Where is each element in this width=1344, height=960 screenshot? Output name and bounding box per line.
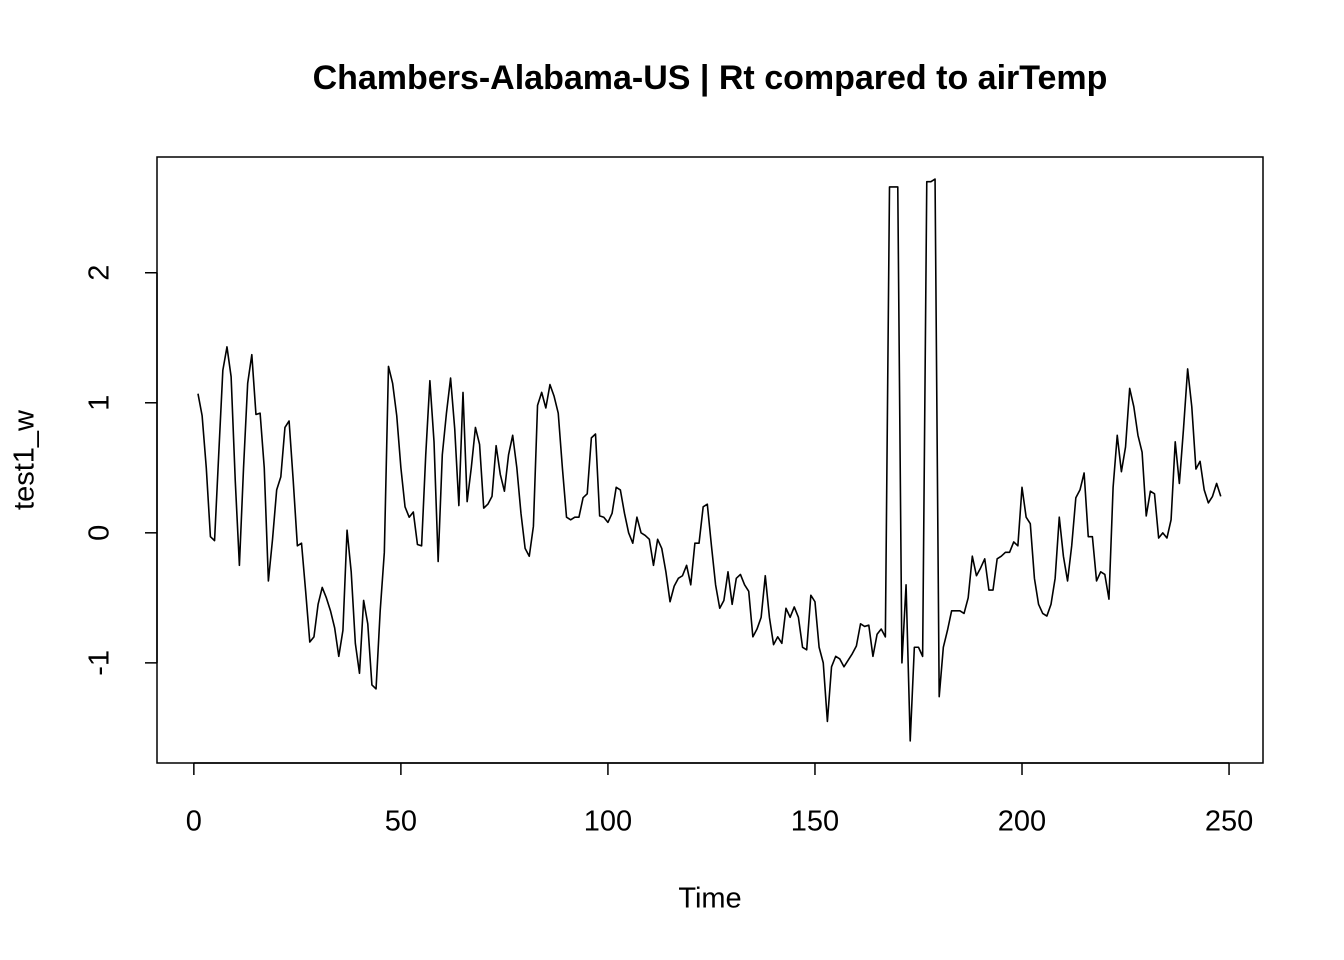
y-tick-label: 2 <box>84 265 116 281</box>
x-tick-label: 0 <box>186 806 202 838</box>
x-tick-label: 200 <box>998 806 1046 838</box>
series-line <box>197 178 1222 742</box>
x-tick-label: 50 <box>385 806 417 838</box>
x-axis-label: Time <box>678 883 741 915</box>
y-tick-label: 0 <box>84 525 116 541</box>
plot-frame <box>156 156 1264 764</box>
y-tick-label: -1 <box>84 650 116 676</box>
chart-title: Chambers-Alabama-US | Rt compared to air… <box>313 59 1108 97</box>
y-axis-label: test1_w <box>9 409 41 510</box>
y-tick-label: 1 <box>84 395 116 411</box>
x-tick-label: 150 <box>791 806 839 838</box>
x-tick-label: 250 <box>1205 806 1253 838</box>
x-tick-label: 100 <box>584 806 632 838</box>
